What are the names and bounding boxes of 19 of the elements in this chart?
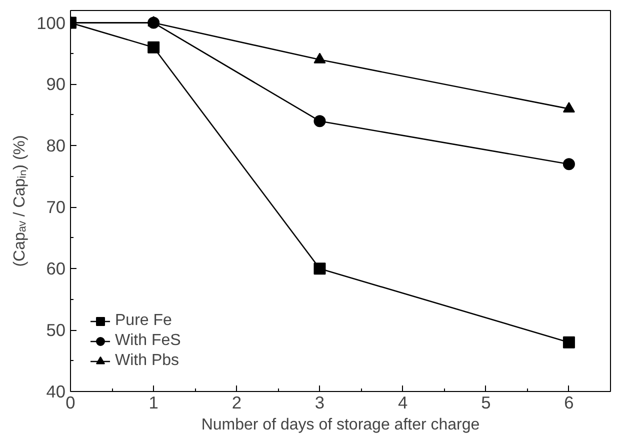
legend-label: With Pbs [115,352,180,370]
x-tick-label: 5 [481,392,491,412]
x-tick-label: 6 [564,392,574,412]
legend-label: With FeS [115,332,181,350]
y-tick-label: 90 [46,74,66,94]
y-tick-label: 60 [46,258,66,279]
y-tick-label: 40 [46,382,66,402]
y-axis-title: (Capₐᵥ / Capᵢₙ) (%) [12,135,29,267]
x-tick-label: 0 [66,392,76,412]
y-tick-label: 100 [36,12,66,33]
y-tick-label: 70 [46,197,66,218]
x-tick-label: 2 [232,392,242,412]
x-tick-label: 4 [398,392,408,412]
x-tick-label: 3 [314,392,325,412]
legend-label: Pure Fe [115,312,172,330]
x-tick-label: 1 [148,392,158,412]
y-tick-label: 80 [46,136,66,156]
y-tick-label: 50 [46,320,66,340]
x-axis-title: Number of days of storage after charge [201,416,480,434]
